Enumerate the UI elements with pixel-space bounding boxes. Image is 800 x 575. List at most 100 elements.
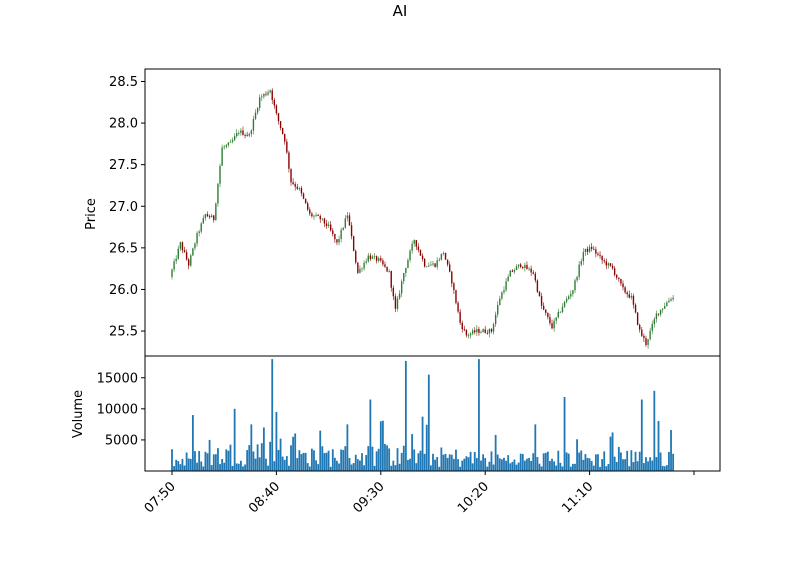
volume-bar (478, 359, 480, 471)
candle-body (620, 279, 622, 284)
volume-y-tick-label: 15000 (97, 371, 138, 386)
candle-body (607, 263, 610, 266)
volume-bar (515, 464, 518, 471)
price-y-tick-label: 27.5 (109, 158, 138, 173)
volume-bar (649, 457, 652, 471)
volume-bar (185, 452, 188, 471)
candle-body (597, 253, 599, 255)
volume-bar (221, 459, 224, 471)
candle-body (590, 246, 593, 249)
volume-bar (359, 460, 361, 471)
volume-bar (578, 452, 581, 471)
candle-body (382, 260, 384, 265)
candle-body (486, 332, 488, 334)
volume-bar (262, 427, 265, 471)
candle-body (215, 203, 217, 220)
candle-body (580, 261, 582, 265)
candle-body (670, 299, 672, 301)
volume-bar (498, 458, 501, 471)
price-y-tick-label: 26.0 (109, 283, 138, 298)
candle-body (463, 329, 466, 331)
volume-bar (523, 460, 526, 471)
volume-bar (242, 466, 244, 471)
volume-bar (179, 464, 182, 471)
price-y-tick-label: 26.5 (109, 241, 138, 256)
candle-body (557, 311, 559, 318)
price-y-axis: 25.5 26.0 26.5 27.0 27.5 28.0 28.5 (109, 75, 145, 340)
volume-bar (260, 443, 263, 471)
volume-bar (336, 460, 338, 471)
volume-bar (375, 451, 378, 471)
candle-body (177, 248, 179, 259)
volume-bar (379, 421, 382, 471)
volume-bar (567, 453, 570, 471)
candle-body (501, 292, 503, 299)
volume-bar (217, 448, 219, 471)
candle-body (584, 248, 587, 253)
candle-body (307, 203, 309, 210)
volume-bar (588, 458, 591, 471)
candle-body (336, 239, 338, 243)
candle-body (549, 317, 551, 324)
candle-body (455, 290, 457, 303)
volume-bar (427, 374, 430, 471)
candle-body (524, 264, 526, 269)
volume-bar (484, 458, 487, 471)
volume-bar (338, 463, 340, 471)
volume-bar (457, 459, 459, 471)
volume-bar (459, 466, 462, 471)
volume-bar (194, 451, 196, 471)
volume-bar (361, 453, 363, 471)
candle-body (273, 100, 276, 106)
candle-body (363, 262, 365, 269)
candle-body (440, 253, 443, 260)
candle-body (551, 323, 553, 329)
candle-body (194, 243, 196, 249)
volume-bar (661, 465, 664, 471)
candle-body (227, 142, 230, 146)
candle-body (628, 294, 630, 298)
candle-body (536, 280, 539, 292)
volume-bar (363, 465, 365, 471)
candle-body (311, 213, 313, 217)
volume-bar (254, 458, 257, 471)
volume-bar (594, 454, 597, 471)
volume-bar (386, 445, 388, 471)
volume-bar (511, 461, 514, 471)
candle-body (300, 188, 303, 194)
volume-bar (315, 460, 317, 471)
volume-bar (617, 446, 620, 471)
volume-bar (404, 360, 407, 471)
candle-body (497, 305, 499, 315)
chart-title: AI (393, 2, 408, 20)
volume-bar (448, 454, 451, 471)
candle-body (519, 264, 522, 267)
candle-body (210, 215, 213, 218)
candle-body (664, 306, 666, 309)
volume-bar (417, 453, 420, 471)
volume-bar (571, 463, 574, 471)
volume-bar (465, 456, 468, 471)
candle-body (568, 296, 570, 299)
volume-bar (628, 466, 631, 471)
volume-bar (519, 453, 522, 471)
candle-body (371, 256, 374, 259)
volume-bar (225, 449, 228, 471)
candle-body (494, 314, 497, 325)
candle-body (492, 324, 495, 332)
candle-body (461, 322, 463, 330)
volume-bar (584, 454, 587, 471)
volume-bar (411, 434, 414, 471)
volume-bar (196, 462, 198, 471)
volume-bar (613, 456, 616, 471)
volume-bar (319, 430, 322, 471)
candle-body (263, 93, 265, 97)
volume-bar (329, 466, 332, 471)
volume-bar (647, 461, 649, 471)
candle-body (419, 249, 422, 256)
candle-body (442, 252, 445, 254)
candle-body (292, 182, 294, 185)
candle-body (432, 263, 434, 265)
candle-body (603, 260, 605, 262)
